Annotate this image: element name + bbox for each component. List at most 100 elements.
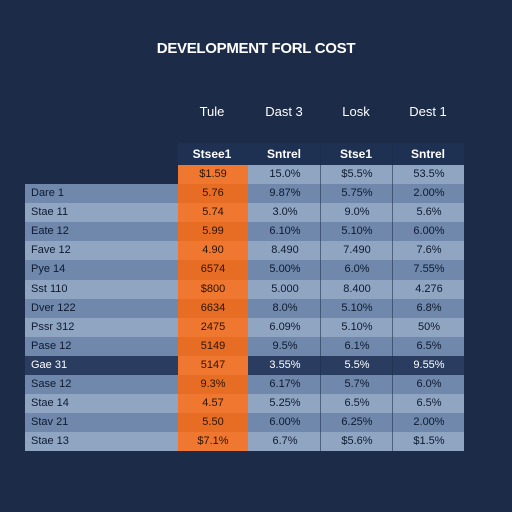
table-cell: 8.400 bbox=[343, 282, 371, 295]
accent-cell: 6574 bbox=[178, 260, 248, 280]
table-row: Stav 21 5.50 6.00% 6.25% 2.00% bbox=[25, 413, 464, 433]
table-cell: 5.00% bbox=[269, 263, 301, 276]
table-row: Dare 1 5.76 9.87% 5.75% 2.00% bbox=[25, 184, 464, 204]
table-row: Pye 14 6574 5.00% 6.0% 7.55% bbox=[25, 260, 464, 280]
row-label: Fave 12 bbox=[31, 244, 71, 257]
table-row: Stae 14 4.57 5.25% 6.5% 6.5% bbox=[25, 394, 464, 414]
table-cell: 5.5% bbox=[344, 358, 370, 371]
table-cell: 5.75% bbox=[341, 187, 373, 200]
table-row: Fave 12 4.90 8.490 7.490 7.6% bbox=[25, 241, 464, 261]
table-cell: 9.5% bbox=[272, 339, 298, 352]
table-row: $1.59 15.0% $5.5% 53.5% bbox=[25, 165, 464, 185]
table-row: Stae 11 5.74 3.0% 9.0% 5.6% bbox=[25, 203, 464, 223]
row-label: Pye 14 bbox=[31, 263, 66, 276]
table-row: Stae 13 $7.1% 6.7% $5.6% $1.5% bbox=[25, 432, 464, 452]
table-cell: 4.276 bbox=[415, 282, 443, 295]
table-cell: 5.10% bbox=[341, 320, 373, 333]
accent-cell: 9.3% bbox=[178, 375, 248, 395]
table-cell: 3.55% bbox=[269, 358, 301, 371]
column-subheader: Stsee1 bbox=[192, 147, 232, 161]
table-cell: 6.0% bbox=[344, 263, 370, 276]
accent-cell: 5147 bbox=[178, 355, 248, 376]
table-cell: 6.00% bbox=[413, 225, 445, 238]
table-cell: 7.6% bbox=[416, 244, 442, 257]
table-cell: 6.1% bbox=[344, 339, 370, 352]
table-row: Eate 12 5.99 6.10% 5.10% 6.00% bbox=[25, 222, 464, 242]
row-label: Stae 14 bbox=[31, 397, 69, 410]
column-header: Dast 3 bbox=[265, 104, 303, 119]
table-cell: 2.00% bbox=[413, 416, 445, 429]
accent-cell: 5149 bbox=[178, 336, 248, 356]
table-cell: 53.5% bbox=[413, 168, 445, 180]
table-cell: 5.10% bbox=[341, 225, 373, 238]
table-cell: 2.00% bbox=[413, 187, 445, 200]
table-cell: 6.7% bbox=[272, 435, 298, 448]
table-cell: 5.000 bbox=[271, 282, 299, 295]
table-row: Dver 122 6634 8.0% 5.10% 6.8% bbox=[25, 298, 464, 318]
table-cell: 6.09% bbox=[269, 320, 301, 333]
column-divider bbox=[392, 143, 393, 468]
accent-cell: 4.90 bbox=[178, 241, 248, 261]
table-row: Pssr 312 2475 6.09% 5.10% 50% bbox=[25, 317, 464, 337]
table-cell: 7.55% bbox=[413, 263, 445, 276]
accent-cell: 5.50 bbox=[178, 413, 248, 433]
table-row: Gae 31 5147 3.55% 5.5% 9.55% bbox=[25, 355, 464, 376]
table-cell: 6.8% bbox=[416, 301, 442, 314]
accent-cell: 5.74 bbox=[178, 203, 248, 223]
row-label: Pase 12 bbox=[31, 339, 72, 352]
table-row: Sase 12 9.3% 6.17% 5.7% 6.0% bbox=[25, 375, 464, 395]
row-label: Gae 31 bbox=[31, 358, 68, 371]
table-row: Sst 110 $800 5.000 8.400 4.276 bbox=[25, 279, 464, 299]
column-header: Losk bbox=[342, 104, 370, 119]
table-cell: 8.0% bbox=[272, 301, 298, 314]
table-cell: 50% bbox=[417, 320, 441, 333]
accent-cell: 6634 bbox=[178, 298, 248, 318]
accent-cell: 4.57 bbox=[178, 394, 248, 414]
column-subheader: Stse1 bbox=[339, 147, 373, 161]
row-label: Stae 13 bbox=[31, 435, 69, 448]
table-cell: 5.25% bbox=[269, 397, 301, 410]
accent-cell: $1.59 bbox=[178, 165, 248, 185]
row-label: Sst 110 bbox=[31, 282, 68, 295]
table-cell: 5.10% bbox=[341, 301, 373, 314]
column-header: Dest 1 bbox=[409, 104, 447, 119]
table-cell: 9.55% bbox=[413, 358, 445, 371]
table-cell: 8.490 bbox=[271, 244, 299, 257]
table-cell: 9.87% bbox=[269, 187, 301, 200]
data-table: $1.59 15.0% $5.5% 53.5% Dare 1 5.76 9.87% 5.75%… bbox=[25, 165, 464, 452]
row-label: Dare 1 bbox=[31, 187, 65, 200]
column-subheader: Sntrel bbox=[266, 147, 301, 161]
table-cell: 6.10% bbox=[269, 225, 301, 238]
table-cell: 5.7% bbox=[344, 378, 370, 391]
row-label: Stav 21 bbox=[31, 416, 69, 429]
table-cell: 6.17% bbox=[269, 378, 301, 391]
accent-cell: 5.99 bbox=[178, 222, 248, 242]
table-cell: 3.0% bbox=[272, 206, 298, 219]
table-cell: 9.0% bbox=[344, 206, 370, 219]
row-label: Dver 122 bbox=[31, 301, 76, 314]
row-label: Pssr 312 bbox=[31, 320, 75, 333]
table-cell: 6.5% bbox=[416, 339, 442, 352]
table-cell: 15.0% bbox=[269, 168, 301, 180]
table-cell: 6.25% bbox=[341, 416, 373, 429]
row-label: Eate 12 bbox=[31, 225, 69, 238]
column-divider bbox=[320, 143, 321, 468]
table-cell: $5.6% bbox=[341, 435, 373, 448]
accent-cell: 2475 bbox=[178, 317, 248, 337]
table-cell: 5.6% bbox=[416, 206, 442, 219]
row-label: Sase 12 bbox=[31, 378, 72, 391]
accent-cell: 5.76 bbox=[178, 184, 248, 204]
table-cell: 6.00% bbox=[269, 416, 301, 429]
row-label: Stae 11 bbox=[31, 206, 69, 219]
table-cell: 6.5% bbox=[344, 397, 370, 410]
chart-title: DEVELOPMENT FORL COST bbox=[156, 40, 356, 57]
column-subheader: Sntrel bbox=[410, 147, 445, 161]
table-cell: $1.5% bbox=[413, 435, 445, 448]
table-cell: 7.490 bbox=[343, 244, 371, 257]
table-cell: $5.5% bbox=[341, 168, 373, 180]
accent-cell: $7.1% bbox=[178, 432, 248, 452]
table-cell: 6.0% bbox=[416, 378, 442, 391]
table-cell: 6.5% bbox=[416, 397, 442, 410]
accent-cell: $800 bbox=[178, 279, 248, 299]
column-header: Tule bbox=[199, 104, 225, 119]
